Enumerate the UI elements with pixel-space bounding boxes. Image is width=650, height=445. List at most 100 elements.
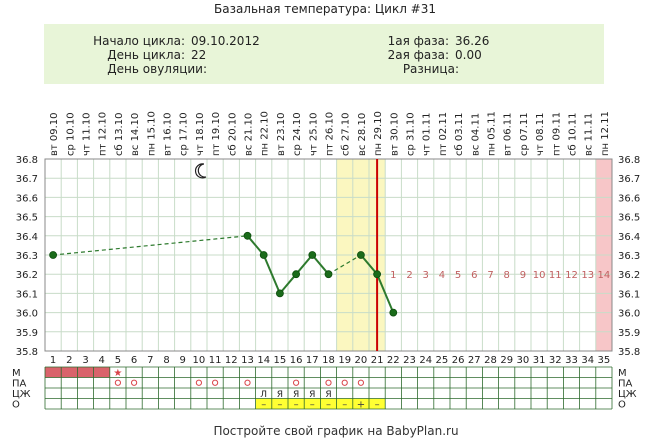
pa-mark: [357, 379, 364, 386]
row-label-left: О: [12, 400, 20, 411]
o-mark: +: [357, 400, 365, 411]
luteal-day-label: 6: [471, 270, 477, 281]
pa-mark: [212, 379, 219, 386]
y-tick-label-left: 36.5: [16, 213, 38, 224]
day-axis: 1 2 3 4 5 6 7 8 9 10 11 12 13 14 15 16 17 18 19 20 21 22 23 24 2…: [50, 355, 610, 366]
date-tick-label: чт 01.11: [422, 112, 433, 156]
y-tick-label-left: 36.6: [16, 193, 38, 204]
day-tick-label: 7: [147, 355, 153, 366]
date-tick-label: сб 20.10: [227, 113, 238, 156]
pa-mark: [341, 379, 348, 386]
y-tick-label-right: 36.2: [618, 270, 640, 281]
temp-segment: [279, 273, 297, 295]
day-tick-label: 11: [209, 355, 222, 366]
date-tick-label: сб 27.10: [341, 113, 352, 156]
mucus-cell: [369, 398, 386, 409]
luteal-day-label: 2: [406, 270, 412, 281]
temp-point: [373, 270, 382, 279]
y-tick-label-right: 36.7: [618, 174, 640, 185]
day-tick-label: 24: [419, 355, 432, 366]
cz-mark: Я: [309, 390, 315, 400]
day-tick-label: 23: [403, 355, 416, 366]
footer-text: Постройте свой график на BabyPlan.ru: [213, 424, 458, 438]
y-tick-label-left: 35.8: [16, 347, 38, 358]
date-tick-label: пт 02.11: [438, 112, 449, 156]
luteal-day-label: 14: [598, 270, 611, 281]
day-tick-label: 15: [274, 355, 287, 366]
date-tick-label: сб 10.11: [568, 113, 579, 156]
day-tick-label: 22: [387, 355, 400, 366]
cycle-day-value: 22: [191, 48, 206, 62]
day-tick-label: 30: [517, 355, 530, 366]
date-tick-label: пн 15.10: [146, 111, 157, 156]
y-tick-label-right: 36.6: [618, 193, 640, 204]
row-label-left: ПА: [12, 379, 27, 390]
y-tick-label-right: 36.4: [618, 232, 640, 243]
date-tick-label: пт 12.10: [98, 112, 109, 156]
date-tick-label: вт 30.10: [389, 112, 400, 156]
date-tick-label: вт 09.10: [49, 112, 60, 156]
cz-mark: Я: [325, 390, 331, 400]
date-axis: вт 09.10 ср 10.10 чт 11.10 пт 12.10 сб 13.10…: [49, 111, 611, 156]
date-tick-label: сб 03.11: [454, 113, 465, 156]
cz-mark: Л: [260, 390, 267, 400]
temp-point: [275, 289, 284, 298]
day-tick-label: 2: [66, 355, 72, 366]
day-tick-label: 29: [500, 355, 513, 366]
temp-point: [292, 270, 301, 279]
date-tick-label: чт 11.10: [82, 112, 93, 156]
day-tick-label: 1: [50, 355, 56, 366]
temp-segment: [262, 254, 281, 294]
menses-cell: [61, 367, 78, 378]
day-tick-label: 13: [241, 355, 254, 366]
date-tick-label: ср 31.10: [406, 112, 417, 156]
pa-mark: [244, 379, 251, 386]
date-tick-label: вт 23.10: [276, 112, 287, 156]
date-tick-label: пт 26.10: [325, 112, 336, 156]
date-tick-label: пн 12.11: [600, 111, 611, 156]
mucus-cell: [288, 398, 305, 409]
pa-mark: [325, 379, 332, 386]
ovulation-day-label: День овуляции:: [107, 62, 207, 76]
row-label-right: О: [618, 400, 626, 411]
day-tick-label: 4: [99, 355, 105, 366]
menses-cell: [77, 367, 94, 378]
pa-mark: [131, 379, 138, 386]
luteal-day-label: 4: [439, 270, 445, 281]
mucus-cell: [271, 398, 288, 409]
dashed-segment: [53, 235, 248, 256]
temp-point: [49, 251, 57, 259]
y-tick-label-right: 36.1: [618, 289, 640, 300]
y-tick-label-right: 35.9: [618, 328, 640, 339]
pa-mark: [114, 379, 122, 386]
day-tick-label: 10: [193, 355, 206, 366]
moon-icon: [194, 163, 207, 179]
info-panel: [44, 24, 604, 84]
phase1-value: 36.26: [455, 34, 489, 48]
day-tick-label: 5: [115, 355, 121, 366]
temp-point: [308, 251, 317, 259]
day-tick-label: 9: [180, 355, 186, 366]
luteal-day-label: 9: [520, 270, 526, 281]
luteal-day-label: 11: [549, 270, 562, 281]
day-tick-label: 25: [436, 355, 449, 366]
y-tick-label-right: 36.8: [618, 155, 640, 166]
cycle-start-value: 09.10.2012: [191, 34, 260, 48]
phase2-label: 2ая фаза:: [388, 48, 449, 62]
mucus-cell: [255, 398, 272, 409]
date-tick-label: ср 07.11: [519, 112, 530, 156]
temp-point: [259, 251, 268, 259]
date-tick-label: вс 21.10: [244, 113, 255, 156]
cycle-start-label: Начало цикла:: [93, 34, 185, 48]
date-tick-label: пн 29.10: [373, 111, 384, 156]
row-label-left: М: [12, 368, 21, 379]
y-tick-label-left: 36.2: [16, 270, 38, 281]
day-tick-label: 17: [306, 355, 319, 366]
date-tick-label: вс 14.10: [130, 113, 141, 156]
date-tick-label: ср 10.10: [65, 112, 76, 156]
date-tick-label: ср 24.10: [292, 112, 303, 156]
o-mark: –: [375, 400, 380, 411]
date-tick-label: сб 13.10: [114, 113, 125, 156]
